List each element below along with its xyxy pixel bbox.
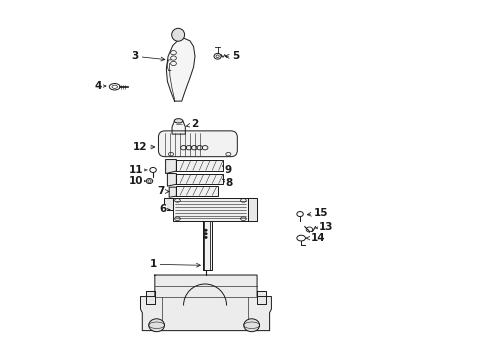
Polygon shape: [257, 291, 265, 304]
Text: 15: 15: [306, 208, 328, 218]
Ellipse shape: [244, 319, 259, 332]
Polygon shape: [247, 198, 257, 221]
Polygon shape: [169, 187, 176, 197]
Polygon shape: [166, 39, 195, 101]
Polygon shape: [167, 174, 176, 186]
Text: 11: 11: [129, 165, 147, 175]
Ellipse shape: [171, 28, 184, 41]
Ellipse shape: [148, 319, 164, 332]
Text: 10: 10: [129, 176, 145, 186]
Polygon shape: [145, 291, 155, 304]
Bar: [176, 174, 223, 184]
Text: 4: 4: [94, 81, 105, 91]
Text: 1: 1: [149, 259, 200, 269]
Text: 6: 6: [159, 204, 169, 215]
Text: 8: 8: [222, 178, 233, 188]
FancyBboxPatch shape: [158, 131, 237, 157]
Polygon shape: [172, 121, 185, 134]
Ellipse shape: [204, 229, 207, 231]
Polygon shape: [163, 198, 172, 211]
Text: 14: 14: [305, 233, 325, 243]
Polygon shape: [140, 275, 271, 330]
Text: 13: 13: [315, 222, 333, 232]
Bar: [172, 198, 247, 221]
Bar: [176, 159, 223, 171]
Ellipse shape: [204, 236, 207, 238]
Text: 2: 2: [186, 120, 198, 129]
Ellipse shape: [174, 119, 183, 123]
Polygon shape: [165, 159, 176, 174]
Text: 12: 12: [132, 142, 155, 152]
Text: 9: 9: [222, 165, 231, 175]
Bar: [202, 221, 211, 270]
Ellipse shape: [204, 233, 207, 235]
Bar: [176, 186, 217, 196]
Text: 5: 5: [224, 51, 239, 61]
Text: 3: 3: [131, 51, 164, 61]
Text: 7: 7: [157, 186, 169, 197]
